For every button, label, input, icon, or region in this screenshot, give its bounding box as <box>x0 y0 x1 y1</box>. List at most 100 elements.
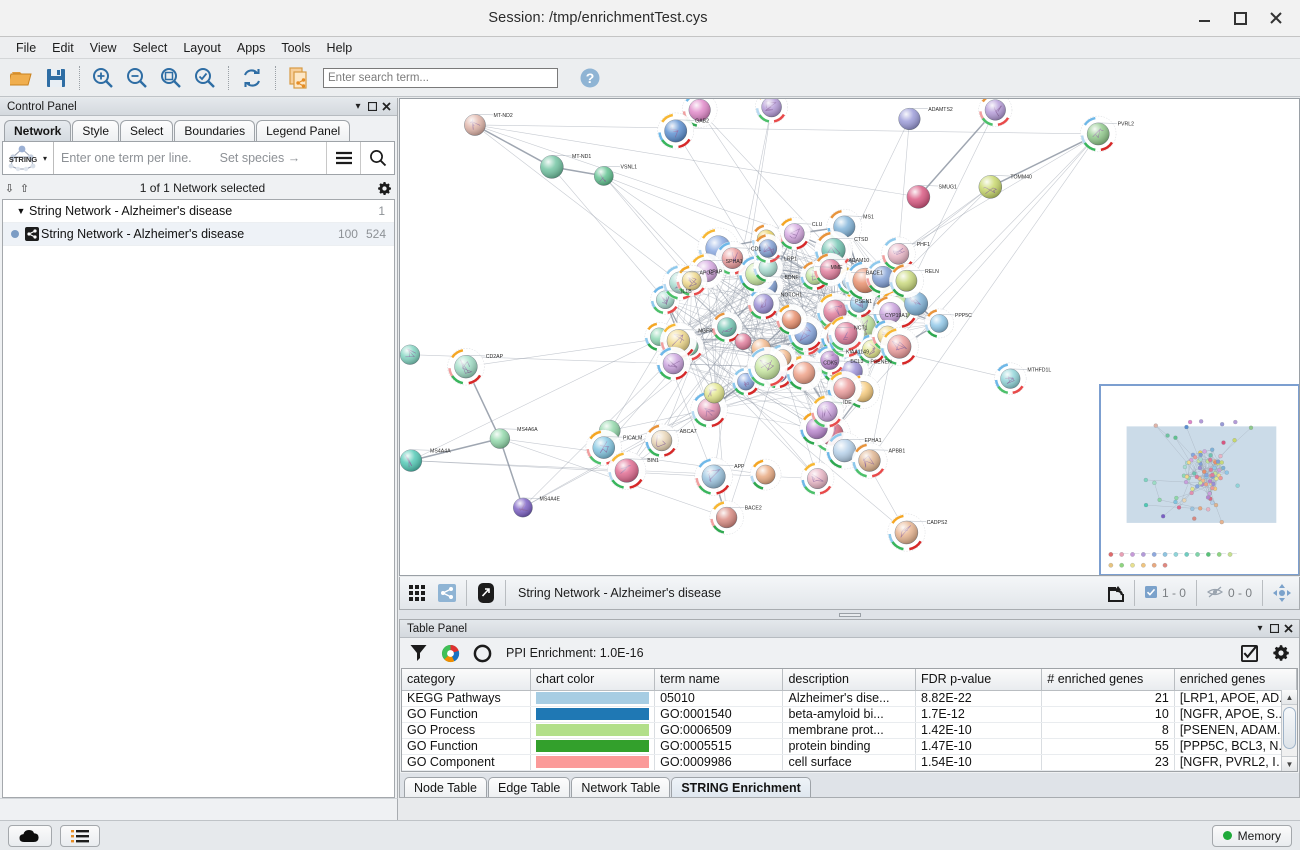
tree-row[interactable]: ▼ String Network - Alzheimer's disease 1 <box>3 200 394 223</box>
share-network-icon[interactable] <box>283 62 315 94</box>
network-node[interactable] <box>904 291 929 316</box>
column-header-fdr-pvalue[interactable]: FDR p-value <box>915 669 1043 691</box>
table-panel-float-icon[interactable] <box>1267 622 1281 636</box>
expand-all-icon[interactable]: ⇧ <box>19 182 30 195</box>
network-node[interactable] <box>644 423 679 458</box>
column-header-term-name[interactable]: term name <box>654 669 784 691</box>
tab-edge-table[interactable]: Edge Table <box>488 777 571 797</box>
network-node[interactable] <box>994 362 1027 395</box>
birds-eye-canvas[interactable] <box>1101 386 1298 574</box>
string-logo-icon[interactable]: STRING <box>3 142 43 174</box>
table-row[interactable]: GO Function GO:0005515 protein binding 1.47… <box>402 738 1297 755</box>
network-node[interactable] <box>898 107 921 130</box>
fit-content-icon[interactable] <box>1267 579 1297 607</box>
network-node[interactable] <box>489 428 511 449</box>
tab-network-table[interactable]: Network Table <box>571 777 671 797</box>
network-node[interactable] <box>881 236 916 271</box>
network-node[interactable] <box>694 457 733 496</box>
panel-resize-grip[interactable] <box>399 610 1300 619</box>
donut-ring-icon[interactable] <box>470 641 494 665</box>
network-node[interactable] <box>464 114 486 136</box>
table-body[interactable]: KEGG Pathways 05010 Alzheimer's dise... 8.8… <box>402 690 1297 771</box>
minimize-button[interactable] <box>1196 10 1212 26</box>
network-node[interactable] <box>810 394 844 429</box>
menu-view[interactable]: View <box>89 40 117 55</box>
network-node[interactable] <box>753 233 783 264</box>
network-node[interactable] <box>585 429 622 466</box>
network-canvas[interactable]: MS1 IL1B CLU MME CYP19A1 BCL3 PSEN1 PPP5C CD1 SPH… <box>400 99 1299 576</box>
control-panel-float-icon[interactable] <box>365 100 379 114</box>
network-node[interactable] <box>978 99 1013 127</box>
cloud-icon[interactable] <box>8 824 52 847</box>
menu-layout[interactable]: Layout <box>183 40 221 55</box>
network-node[interactable] <box>703 382 725 404</box>
tab-string-enrichment[interactable]: STRING Enrichment <box>671 777 811 797</box>
table-row[interactable]: GO Process GO:0051049regulation of tra...… <box>402 770 1297 771</box>
table-row[interactable]: GO Function GO:0001540 beta-amyloid bi... 1… <box>402 706 1297 723</box>
menu-select[interactable]: Select <box>132 40 168 55</box>
network-node[interactable] <box>749 458 782 491</box>
scroll-down-arrow-icon[interactable]: ▼ <box>1282 756 1297 771</box>
column-header-chart-color[interactable]: chart color <box>530 669 656 691</box>
set-species-link[interactable]: Set species → <box>219 151 301 165</box>
zoom-out-icon[interactable] <box>121 62 153 94</box>
menu-edit[interactable]: Edit <box>52 40 74 55</box>
network-node[interactable] <box>889 263 924 299</box>
filter-funnel-icon[interactable] <box>406 641 430 665</box>
grid-layout-icon[interactable] <box>402 579 432 607</box>
tree-row[interactable]: String Network - Alzheimer's disease 100… <box>3 223 394 246</box>
zoom-in-icon[interactable] <box>87 62 119 94</box>
string-dropdown-caret-icon[interactable]: ▾ <box>43 153 48 163</box>
tab-boundaries[interactable]: Boundaries <box>174 120 256 141</box>
menu-help[interactable]: Help <box>326 40 353 55</box>
menu-file[interactable]: File <box>16 40 37 55</box>
refresh-icon[interactable] <box>236 62 268 94</box>
table-row[interactable]: KEGG Pathways 05010 Alzheimer's dise... 8.8… <box>402 690 1297 707</box>
task-list-icon[interactable] <box>60 824 100 847</box>
network-node[interactable] <box>711 311 743 343</box>
network-node[interactable] <box>400 344 420 365</box>
string-term-input[interactable]: Enter one term per line. Set species → <box>53 142 326 174</box>
network-node[interactable] <box>755 99 788 124</box>
chevron-down-icon[interactable]: ▼ <box>16 206 26 216</box>
network-node[interactable] <box>851 442 888 479</box>
maximize-button[interactable] <box>1232 10 1248 26</box>
help-icon[interactable]: ? <box>574 62 606 94</box>
menu-apps[interactable]: Apps <box>236 40 266 55</box>
network-node[interactable] <box>777 217 811 251</box>
hamburger-menu-icon[interactable] <box>327 142 360 174</box>
gear-icon[interactable] <box>373 181 395 196</box>
network-node[interactable] <box>400 449 423 472</box>
column-header-enriched-genes[interactable]: enriched genes <box>1174 669 1297 691</box>
scrollbar-thumb[interactable] <box>1283 707 1296 749</box>
network-node[interactable] <box>540 155 564 179</box>
pie-chart-icon[interactable] <box>438 641 462 665</box>
export-image-icon[interactable] <box>1100 579 1130 607</box>
network-node[interactable] <box>906 185 931 209</box>
search-input[interactable]: Enter search term... <box>323 67 558 88</box>
network-node[interactable] <box>607 451 647 490</box>
table-vertical-scrollbar[interactable]: ▲ ▼ <box>1281 690 1297 771</box>
tab-node-table[interactable]: Node Table <box>404 777 488 797</box>
network-node[interactable] <box>747 346 788 388</box>
control-panel-close-icon[interactable] <box>379 100 393 114</box>
string-share-icon[interactable] <box>432 579 462 607</box>
network-node[interactable] <box>657 112 694 150</box>
network-node[interactable] <box>593 166 614 186</box>
zoom-fit-selected-icon[interactable] <box>189 62 221 94</box>
table-row[interactable]: GO Component GO:0009986 cell surface 1.54E-… <box>402 754 1297 771</box>
gear-icon[interactable] <box>1269 641 1293 665</box>
table-panel-close-icon[interactable] <box>1281 622 1295 636</box>
table-row[interactable]: GO Process GO:0006509 membrane prot... 1.42… <box>402 722 1297 739</box>
collapse-all-icon[interactable]: ⇩ <box>4 182 15 195</box>
network-node[interactable] <box>447 348 485 386</box>
network-node[interactable] <box>887 513 926 552</box>
memory-status-button[interactable]: Memory <box>1211 824 1292 847</box>
network-node[interactable] <box>978 175 1003 199</box>
network-node[interactable] <box>827 315 865 352</box>
search-icon[interactable] <box>361 142 394 174</box>
column-header-description[interactable]: description <box>782 669 916 691</box>
network-view[interactable]: MS1 IL1B CLU MME CYP19A1 BCL3 PSEN1 PPP5C CD1 SPH… <box>399 98 1300 576</box>
network-node[interactable] <box>656 346 691 381</box>
open-session-icon[interactable] <box>6 62 38 94</box>
